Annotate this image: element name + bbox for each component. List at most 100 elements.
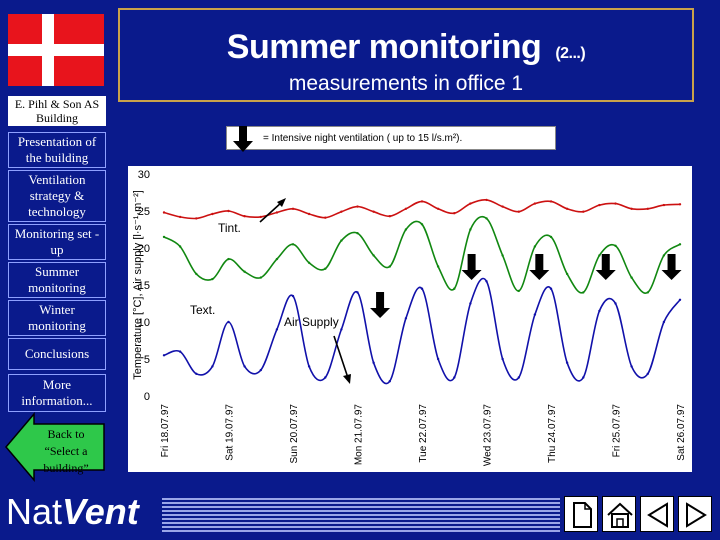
flag-cross-horizontal [8, 44, 104, 56]
home-icon [607, 502, 633, 528]
data-point-2 [420, 287, 424, 290]
data-point-0 [517, 210, 520, 213]
data-point-1 [646, 291, 649, 294]
nav-item-more-information[interactable]: More information... [8, 374, 106, 412]
data-point-2 [388, 380, 391, 383]
data-point-2 [436, 357, 440, 361]
data-point-2 [162, 354, 166, 357]
data-point-1 [388, 265, 391, 268]
new-page-button[interactable] [564, 496, 598, 532]
y-tick-label: 10 [138, 317, 150, 329]
data-point-2 [533, 313, 537, 316]
data-point-0 [469, 202, 472, 205]
data-point-1 [533, 245, 537, 248]
data-point-1 [291, 243, 295, 246]
data-point-1 [630, 276, 633, 279]
data-point-0 [243, 215, 246, 218]
y-tick-label: 25 [138, 206, 150, 218]
legend-text: = Intensive night ventilation ( up to 15… [263, 133, 463, 144]
x-tick-label: Wed 23.07.97 [483, 404, 494, 467]
back-to-select-building-button[interactable]: Back to “Select a building” [4, 412, 108, 482]
ventilation-marker-head [370, 308, 391, 318]
annotation-pointer-air-supply [333, 335, 349, 379]
data-point-2 [307, 365, 311, 368]
data-point-0 [614, 202, 617, 205]
nav-item-conclusions[interactable]: Conclusions [8, 338, 106, 370]
data-point-2 [340, 328, 343, 331]
data-point-0 [227, 209, 230, 213]
natvent-logo: NatVent [6, 490, 139, 534]
data-point-2 [275, 328, 279, 331]
page-title-suffix: (2...) [555, 45, 586, 62]
new-page-icon [573, 502, 592, 528]
danish-flag-icon [8, 14, 104, 86]
nav-item-winter-monitoring[interactable]: Winter monitoring [8, 300, 106, 336]
data-point-0 [501, 205, 504, 208]
data-point-0 [678, 203, 682, 206]
data-point-0 [436, 207, 440, 210]
data-point-2 [598, 309, 601, 313]
data-point-2 [646, 372, 649, 375]
data-point-2 [372, 361, 375, 364]
data-point-2 [291, 294, 295, 298]
data-point-0 [178, 215, 182, 219]
data-point-1 [243, 270, 246, 273]
data-point-1 [307, 261, 311, 264]
x-tick-label: Thu 24.07.97 [547, 404, 558, 463]
next-button[interactable] [678, 496, 712, 532]
data-point-2 [678, 298, 682, 301]
data-point-0 [582, 210, 585, 213]
data-point-1 [485, 217, 488, 220]
home-button[interactable] [602, 496, 636, 532]
data-point-2 [614, 302, 617, 305]
data-point-1 [469, 228, 472, 231]
data-point-0 [307, 212, 311, 216]
data-point-0 [646, 207, 649, 210]
temperature-airflow-chart: 0 5 10 15 20 25 30 Temperature [°C], Air supply… [128, 166, 692, 472]
data-point-0 [453, 212, 456, 215]
data-point-0 [340, 210, 343, 213]
y-tick-label: 15 [138, 280, 150, 292]
logo-nat: Nat [6, 491, 63, 532]
y-tick-label: 5 [144, 354, 150, 366]
chart-background [128, 166, 692, 472]
nav-item-monitoring-setup[interactable]: Monitoring set -up [8, 224, 106, 260]
data-point-2 [178, 350, 182, 353]
title-box: Summer monitoring (2...) measurements in … [118, 8, 694, 102]
data-point-1 [517, 289, 520, 293]
data-point-2 [227, 320, 230, 324]
data-point-2 [211, 365, 214, 368]
data-point-1 [565, 272, 569, 276]
ventilation-arrow-legend-icon [233, 126, 253, 152]
previous-button[interactable] [640, 496, 674, 532]
x-tick-label: Mon 21.07.97 [354, 404, 365, 466]
ventilation-marker-arrow [595, 254, 616, 280]
data-point-2 [582, 376, 585, 379]
next-icon [686, 502, 707, 528]
data-point-2 [243, 365, 246, 368]
data-point-2 [259, 368, 262, 372]
data-point-0 [324, 216, 327, 219]
data-point-2 [195, 372, 198, 375]
page-title: Summer monitoring (2...) [120, 28, 692, 67]
data-point-1 [356, 232, 359, 235]
decorative-striped-bar [162, 498, 560, 532]
data-point-1 [678, 243, 682, 246]
data-point-0 [662, 203, 666, 207]
data-point-0 [356, 205, 359, 208]
data-point-2 [565, 361, 569, 364]
nav-item-ventilation-strategy[interactable]: Ventilation strategy & technology [8, 170, 106, 222]
data-point-1 [614, 244, 617, 247]
nav-item-summer-monitoring[interactable]: Summer monitoring [8, 262, 106, 298]
data-point-0 [195, 217, 198, 220]
data-point-1 [453, 287, 456, 290]
nav-item-presentation[interactable]: Presentation of the building [8, 132, 106, 168]
data-point-0 [565, 207, 569, 210]
data-point-1 [259, 276, 262, 279]
data-point-2 [501, 357, 504, 361]
data-point-1 [549, 235, 553, 239]
data-point-2 [404, 317, 408, 320]
data-point-2 [662, 320, 666, 324]
data-point-1 [211, 277, 214, 281]
data-point-2 [356, 291, 359, 294]
